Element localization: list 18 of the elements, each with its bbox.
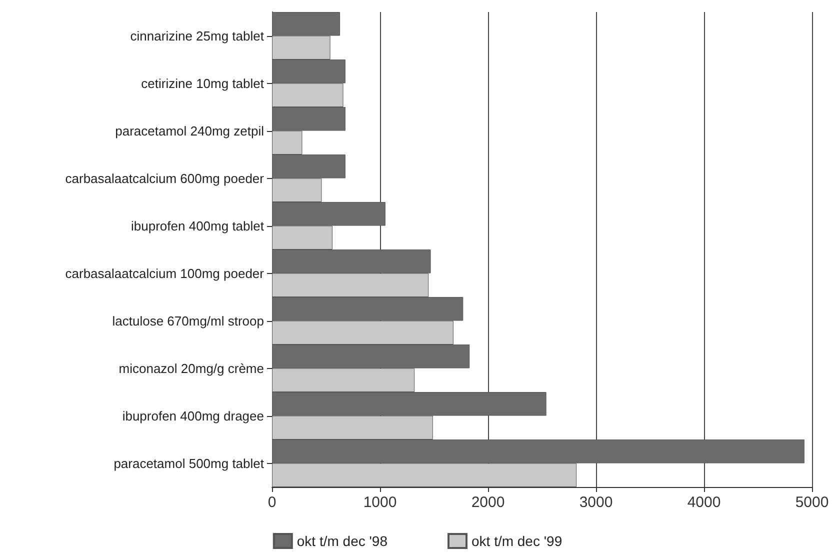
legend-label: okt t/m dec '98 [296,533,388,549]
y-tick-label: lactulose 670mg/ml stroop [112,313,264,328]
x-tick-label: 3000 [579,494,613,511]
y-tick-label: carbasalaatcalcium 100mg poeder [65,266,265,281]
y-tick-label: ibuprofen 400mg dragee [122,408,264,424]
y-tick-label: miconazol 20mg/g crème [118,360,264,376]
y-tick-label: paracetamol 500mg tablet [114,456,264,471]
x-tick-label: 0 [268,494,276,511]
legend-label: okt t/m dec '99 [472,533,562,549]
y-tick-label: paracetamol 240mg zetpil [115,123,264,138]
x-tick-label: 4000 [687,494,721,511]
x-tick-label: 2000 [471,494,505,511]
y-tick-label: cinnarizine 25mg tablet [130,28,264,44]
y-tick-label: carbasalaatcalcium 600mg poeder [65,170,265,186]
x-tick-label: 1000 [363,494,397,511]
x-tick-label: 5000 [795,494,829,511]
y-tick-label: cetirizine 10mg tablet [141,76,264,91]
y-tick-label: ibuprofen 400mg tablet [131,218,264,234]
